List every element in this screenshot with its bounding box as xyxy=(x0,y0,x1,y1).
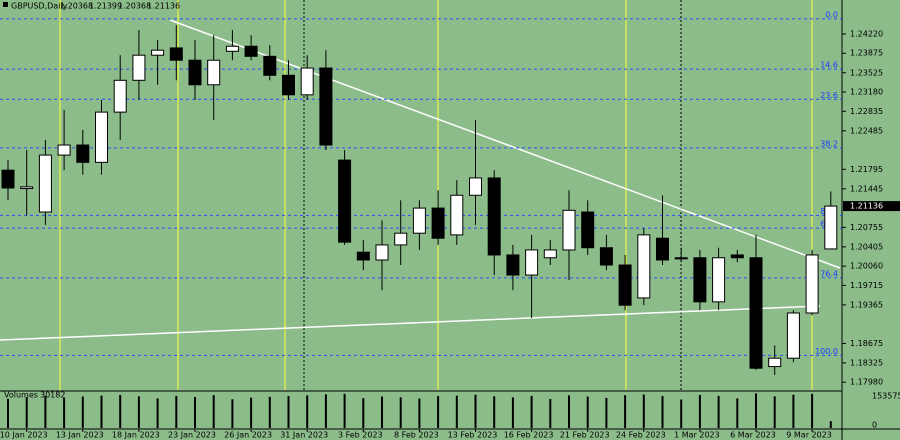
y-tick-label: 1.21795 xyxy=(850,165,883,174)
x-tick-label: 13 Feb 2023 xyxy=(448,431,498,440)
trendline xyxy=(0,305,821,341)
candle-body xyxy=(656,237,669,261)
candle-body xyxy=(95,111,108,163)
y-tick-label: 1.20755 xyxy=(850,223,883,232)
candle-body xyxy=(132,54,146,81)
x-tick-label: 8 Feb 2023 xyxy=(394,431,439,440)
y-tick-label: 1.18675 xyxy=(850,339,883,348)
candle-body xyxy=(805,254,819,314)
trendlines xyxy=(0,19,841,341)
candle-body xyxy=(525,249,539,276)
fib-label: 76.4 xyxy=(820,269,838,278)
candle-body xyxy=(469,177,482,196)
high: 1.21399 xyxy=(89,2,122,11)
x-tick-label: 21 Feb 2023 xyxy=(560,431,610,440)
trendline xyxy=(169,19,841,269)
candle-body xyxy=(244,45,258,57)
candle-body xyxy=(637,234,651,299)
candle-body xyxy=(20,186,34,190)
x-tick-label: 9 Mar 2023 xyxy=(786,431,832,440)
volume-tick-label: 0 xyxy=(872,421,877,430)
y-tick-label: 1.23180 xyxy=(850,88,883,97)
x-tick-label: 10 Jan 2023 xyxy=(0,431,48,440)
y-tick-label: 1.19365 xyxy=(850,300,883,309)
candle-body xyxy=(338,159,352,243)
volume-value: 30182 xyxy=(40,391,65,400)
symbol: GBPUSD,Daily xyxy=(11,2,68,11)
candle-body xyxy=(300,67,314,96)
low: 1.20368 xyxy=(118,2,151,11)
candle-body xyxy=(412,207,426,234)
current-price-box xyxy=(843,201,900,212)
open: 1.20368 xyxy=(60,2,93,11)
candle-body xyxy=(38,154,52,213)
candle-body xyxy=(506,254,520,276)
candle-body xyxy=(188,59,202,86)
y-tick-label: 1.21445 xyxy=(850,184,883,193)
x-tick-label: 23 Jan 2023 xyxy=(168,431,216,440)
fib-label: 100.0 xyxy=(815,347,838,356)
x-tick-label: 3 Feb 2023 xyxy=(338,431,383,440)
volume-tick-label: 153575 xyxy=(872,392,900,401)
x-tick-label: 1 Mar 2023 xyxy=(674,431,720,440)
candle-body xyxy=(431,207,445,239)
candle-body xyxy=(824,205,838,250)
candle-body xyxy=(263,55,277,76)
y-tick-label: 1.19715 xyxy=(850,281,883,290)
candle-body xyxy=(618,264,632,306)
close: 1.21136 xyxy=(147,2,180,11)
y-tick-label: 1.17980 xyxy=(850,378,883,387)
candle-body xyxy=(730,254,744,259)
volume-label: Volumes xyxy=(4,391,38,400)
candle-body xyxy=(76,144,90,163)
candle-body xyxy=(674,257,688,260)
candle-body xyxy=(57,144,71,156)
x-tick-label: 13 Jan 2023 xyxy=(56,431,104,440)
candle-body xyxy=(282,74,295,96)
y-tick-label: 1.22835 xyxy=(850,107,883,116)
y-tick-label: 1.24220 xyxy=(850,29,883,38)
fib-label: 38.2 xyxy=(820,139,838,148)
x-tick-label: 31 Jan 2023 xyxy=(280,431,328,440)
candle-body xyxy=(749,257,763,369)
candle-body xyxy=(768,357,782,368)
candle-body xyxy=(543,249,557,259)
candle-body xyxy=(169,47,183,61)
y-tick-label: 1.23525 xyxy=(850,68,883,77)
candle-body xyxy=(599,247,613,266)
candle-body xyxy=(693,257,707,303)
y-tick-label: 1.20405 xyxy=(850,242,883,251)
candle-body xyxy=(712,257,726,303)
candle-body xyxy=(786,312,800,359)
fib-label: 0.0 xyxy=(825,10,838,19)
y-tick-label: 1.20060 xyxy=(850,262,883,271)
candle-body xyxy=(319,67,333,146)
x-tick-label: 18 Jan 2023 xyxy=(112,431,160,440)
candle-body xyxy=(394,232,408,246)
candle-body xyxy=(151,49,165,56)
candle-body xyxy=(207,59,221,86)
x-tick-label: 16 Feb 2023 xyxy=(504,431,554,440)
candle-body xyxy=(1,169,15,189)
candle-body xyxy=(225,45,239,52)
candle-body xyxy=(581,211,595,249)
period-separators xyxy=(303,0,682,390)
symbol-icon xyxy=(3,2,8,7)
x-tick-label: 26 Jan 2023 xyxy=(224,431,272,440)
candle-body xyxy=(375,244,389,261)
candle-body xyxy=(487,177,501,256)
candle-body xyxy=(113,79,127,113)
fib-label: 14.6 xyxy=(820,61,838,70)
candle-body xyxy=(450,194,464,236)
current-price: 1.21136 xyxy=(850,202,883,211)
candle-body xyxy=(562,209,576,251)
y-tick-label: 1.22485 xyxy=(850,126,883,135)
fib-label: 23.6 xyxy=(820,91,838,100)
x-tick-label: 24 Feb 2023 xyxy=(616,431,666,440)
x-tick-label: 6 Mar 2023 xyxy=(730,431,776,440)
candle-body xyxy=(356,251,370,261)
y-tick-label: 1.23875 xyxy=(850,49,883,58)
y-tick-label: 1.18325 xyxy=(850,358,883,367)
